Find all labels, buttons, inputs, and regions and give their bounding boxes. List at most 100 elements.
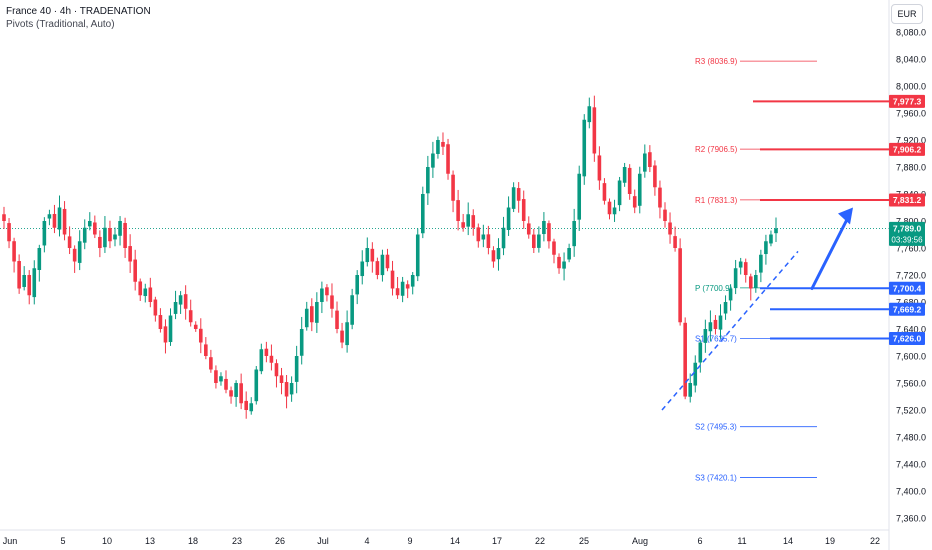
candle-body bbox=[234, 383, 238, 397]
candle-body bbox=[128, 246, 132, 262]
candle-body bbox=[436, 140, 440, 154]
candle-body bbox=[461, 222, 465, 228]
candle-body bbox=[330, 295, 334, 309]
candle-body bbox=[108, 228, 112, 242]
last-price-tag bbox=[889, 221, 925, 246]
y-tick-label: 7,440.0 bbox=[896, 460, 926, 470]
candle-body bbox=[304, 308, 309, 328]
candle-body bbox=[320, 288, 324, 302]
candle-body bbox=[27, 275, 32, 296]
candle-body bbox=[32, 268, 37, 298]
x-tick-label: Jun bbox=[3, 536, 18, 546]
candle-body bbox=[148, 287, 153, 302]
pivot-label: R1 (7831.3) bbox=[695, 196, 738, 205]
candle-body bbox=[82, 227, 87, 243]
candle-body bbox=[602, 183, 607, 201]
candle-body bbox=[491, 250, 496, 262]
y-tick-label: 7,360.0 bbox=[896, 514, 926, 524]
candle-body bbox=[239, 383, 243, 404]
candle-body bbox=[774, 228, 778, 234]
level-tag bbox=[889, 281, 925, 295]
candle-body bbox=[582, 119, 587, 177]
candle-body bbox=[678, 248, 682, 323]
y-tick-label: 8,000.0 bbox=[896, 82, 926, 92]
candle-body bbox=[47, 214, 52, 219]
candle-body bbox=[441, 141, 445, 147]
candle-body bbox=[325, 287, 329, 296]
x-tick-label: 14 bbox=[783, 536, 793, 546]
pivot-label: R3 (8036.9) bbox=[695, 57, 738, 66]
candle-body bbox=[93, 222, 97, 235]
candle-body bbox=[294, 356, 299, 382]
level-markers: 7,977.3 7,906.2 7,831.2 7,700.4 7,669.2 7,626… bbox=[753, 94, 925, 345]
candle-body bbox=[178, 295, 183, 305]
y-tick-label: 7,920.0 bbox=[896, 136, 926, 146]
candle-body bbox=[385, 254, 390, 269]
candle-body bbox=[567, 248, 571, 260]
candle-body bbox=[269, 355, 274, 363]
pivot-label: P (7700.9) bbox=[695, 284, 733, 293]
x-tick-label: 6 bbox=[697, 536, 702, 546]
candle-body bbox=[335, 310, 339, 329]
x-tick-label: 22 bbox=[535, 536, 545, 546]
candle-body bbox=[219, 376, 223, 382]
candle-body bbox=[380, 254, 385, 276]
candle-body bbox=[284, 382, 289, 397]
candle-body bbox=[22, 275, 26, 287]
y-tick-label: 7,640.0 bbox=[896, 325, 926, 335]
candle-body bbox=[350, 295, 354, 325]
pivot-label: R2 (7906.5) bbox=[695, 145, 738, 154]
x-tick-label: 9 bbox=[407, 536, 412, 546]
candle-body bbox=[764, 241, 768, 255]
candle-body bbox=[577, 173, 582, 220]
candle-body bbox=[426, 167, 430, 194]
candle-body bbox=[103, 227, 107, 248]
candle-body bbox=[98, 236, 102, 248]
candle-body bbox=[315, 302, 319, 323]
candle-body bbox=[511, 187, 516, 209]
candle-body bbox=[431, 153, 435, 168]
candle-body bbox=[62, 208, 67, 235]
candle-body bbox=[769, 234, 773, 244]
x-tick-label: 25 bbox=[579, 536, 589, 546]
x-tick-label: 26 bbox=[275, 536, 285, 546]
candle-body bbox=[214, 370, 218, 383]
level-tag-label: 7,906.2 bbox=[893, 145, 922, 155]
candle-body bbox=[516, 188, 521, 201]
candle-body bbox=[163, 326, 168, 343]
candle-body bbox=[309, 306, 314, 323]
currency-button[interactable]: EUR bbox=[891, 4, 923, 24]
candle-body bbox=[279, 375, 284, 383]
indicator-label[interactable]: Pivots (Traditional, Auto) bbox=[6, 19, 115, 30]
candle-body bbox=[521, 199, 526, 221]
candle-body bbox=[118, 221, 122, 236]
candle-body bbox=[572, 221, 576, 247]
x-tick-label: Jul bbox=[317, 536, 329, 546]
candle-body bbox=[607, 201, 612, 215]
candle-body bbox=[289, 383, 294, 395]
candle-body bbox=[52, 213, 57, 228]
candle-body bbox=[597, 155, 602, 181]
x-tick-label: 11 bbox=[737, 536, 746, 546]
candle-body bbox=[673, 236, 677, 248]
pivot-lines: R3 (8036.9) R2 (7906.5) R1 (7831.3) P (7700… bbox=[695, 57, 817, 482]
trend-annotations bbox=[661, 207, 853, 411]
candle-body bbox=[299, 329, 304, 356]
uptrend-line bbox=[661, 250, 799, 411]
y-tick-label: 7,400.0 bbox=[896, 487, 926, 497]
candle-body bbox=[37, 248, 42, 270]
candle-body bbox=[17, 261, 21, 289]
candle-body bbox=[643, 153, 647, 172]
level-tag bbox=[889, 94, 925, 108]
candle-body bbox=[542, 221, 546, 235]
level-tag-label: 7,977.3 bbox=[893, 97, 922, 107]
candle-body bbox=[274, 363, 279, 377]
level-tag bbox=[889, 331, 925, 345]
candle-body bbox=[547, 223, 551, 242]
x-tick-label: 17 bbox=[492, 536, 502, 546]
candle-body bbox=[688, 383, 693, 397]
candle-body bbox=[658, 187, 662, 208]
level-tag-label: 7,831.2 bbox=[893, 195, 922, 205]
candle-body bbox=[198, 328, 203, 343]
